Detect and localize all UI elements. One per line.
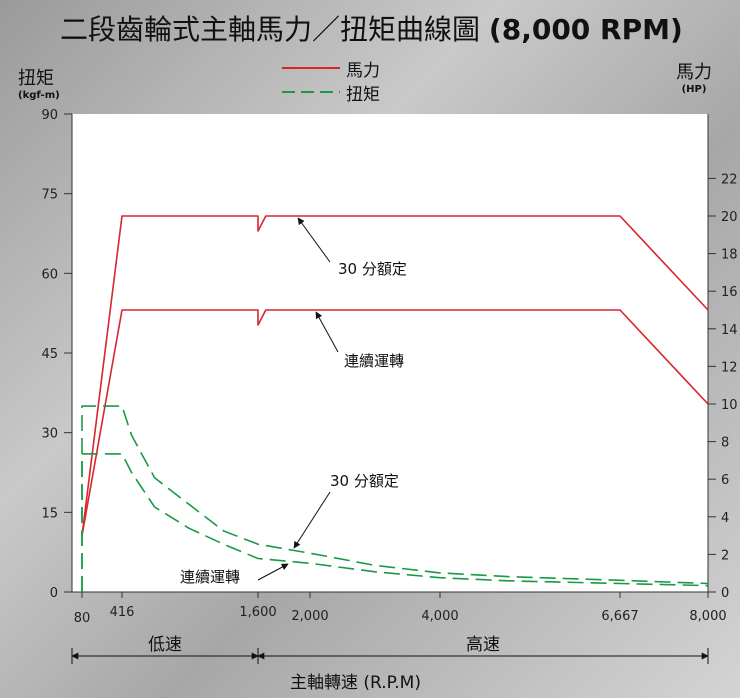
series-power-cont <box>81 309 709 536</box>
plot-area <box>72 114 708 592</box>
y-right-label: 馬力 <box>676 62 712 83</box>
x-tick-label: 416 <box>110 605 135 620</box>
annotation-label-0: 30 分額定 <box>338 260 407 278</box>
x-tick-label: 2,000 <box>291 609 328 624</box>
y-right-tick-label: 14 <box>721 323 738 338</box>
y-left-tick-label: 15 <box>41 506 58 521</box>
y-right-tick-label: 8 <box>721 436 729 451</box>
y-left-tick-label: 90 <box>41 108 58 123</box>
annotation-label-1: 連續運轉 <box>344 352 404 370</box>
annotation-label-2: 30 分額定 <box>330 472 399 490</box>
legend-swatch-power <box>282 67 340 69</box>
speed-range-label-0: 低速 <box>148 635 182 655</box>
y-right-tick-label: 12 <box>721 360 738 375</box>
annotation-arrow-0 <box>297 217 331 263</box>
y-right-tick-label: 10 <box>721 398 738 413</box>
y-right-axis-title: 馬力 (HP) <box>676 62 712 95</box>
y-left-tick-label: 60 <box>41 267 58 282</box>
chart-title: 二段齒輪式主軸馬力／扭矩曲線圖 (8,000 RPM) <box>60 8 683 48</box>
y-left-axis-title: 扭矩 (kgf-m) <box>18 68 60 101</box>
chart-title-rpm: (8,000 RPM) <box>488 13 683 46</box>
x-axis-title: 主軸轉速 (R.P.M) <box>290 673 421 693</box>
y-left-tick-label: 0 <box>50 586 58 601</box>
y-right-tick-label: 4 <box>721 511 729 526</box>
x-tick-label: 80 <box>74 611 91 626</box>
y-right-tick-label: 22 <box>721 172 738 187</box>
x-tick-label: 1,600 <box>239 605 276 620</box>
annotation-arrow-2 <box>293 491 331 549</box>
y-right-tick-label: 20 <box>721 210 738 225</box>
y-left-tick-label: 75 <box>41 188 58 203</box>
x-tick-label: 8,000 <box>689 609 726 624</box>
series-power-30min <box>81 215 709 536</box>
legend-label-power: 馬力 <box>346 60 380 81</box>
series-torque-cont <box>81 453 709 592</box>
annotation-label-3: 連續運轉 <box>180 568 240 586</box>
series-torque-30min <box>81 405 709 592</box>
legend: 馬力 扭矩 <box>282 56 380 105</box>
y-left-tick-label: 45 <box>41 347 58 362</box>
y-right-tick-label: 0 <box>721 586 729 601</box>
annotation-arrow-1 <box>315 311 339 353</box>
y-right-tick-label: 18 <box>721 248 738 263</box>
y-right-tick-label: 16 <box>721 285 738 300</box>
legend-swatch-torque <box>282 91 340 93</box>
legend-item-torque: 扭矩 <box>282 80 380 105</box>
y-left-label: 扭矩 <box>18 68 54 89</box>
speed-range-label-1: 高速 <box>466 635 500 655</box>
x-tick-label: 6,667 <box>601 609 638 624</box>
chart-title-main: 二段齒輪式主軸馬力／扭矩曲線圖 <box>60 13 481 46</box>
y-right-unit: (HP) <box>681 84 707 95</box>
legend-item-power: 馬力 <box>282 56 380 81</box>
annotation-arrow-3 <box>257 563 289 581</box>
y-right-tick-label: 6 <box>721 473 729 488</box>
legend-label-torque: 扭矩 <box>346 84 380 105</box>
y-left-unit: (kgf-m) <box>18 90 60 101</box>
y-right-tick-label: 2 <box>721 548 729 563</box>
y-left-tick-label: 30 <box>41 427 58 442</box>
x-tick-label: 4,000 <box>421 609 458 624</box>
